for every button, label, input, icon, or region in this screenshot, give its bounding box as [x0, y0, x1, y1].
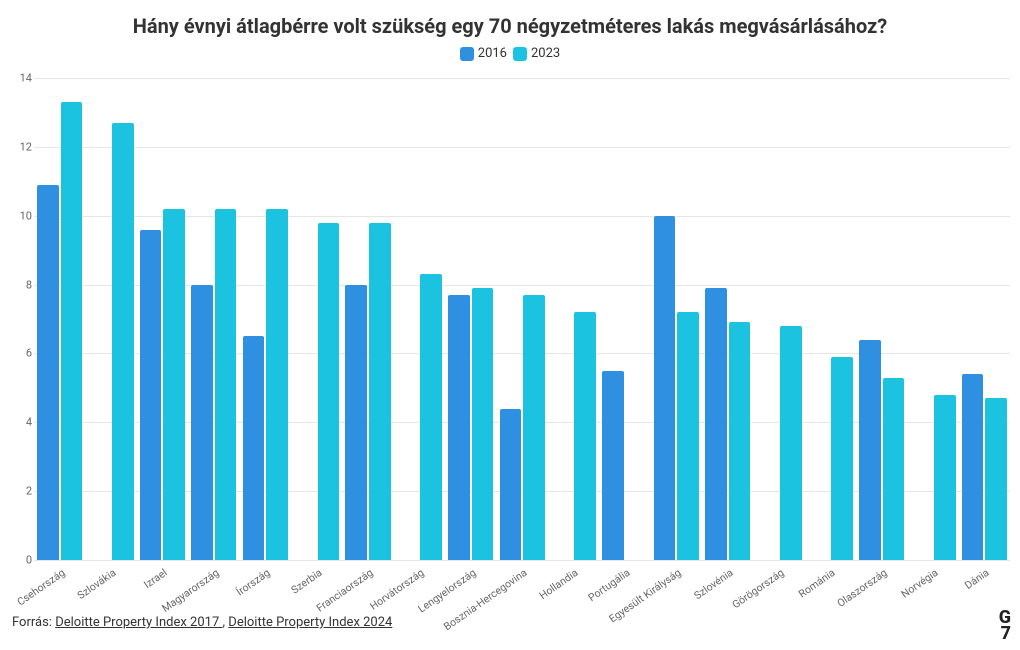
bar — [61, 102, 83, 560]
category-group — [85, 78, 136, 560]
bar — [831, 357, 853, 560]
source-link-1[interactable]: Deloitte Property Index 2017 — [55, 615, 222, 630]
x-tick-label: Románia — [796, 566, 837, 600]
bar — [780, 326, 802, 560]
category-group — [805, 78, 856, 560]
category-group — [959, 78, 1010, 560]
gridline — [34, 560, 1010, 561]
category-group — [240, 78, 291, 560]
x-tick-label: Norvégia — [899, 566, 941, 601]
bar — [602, 371, 624, 560]
bar — [677, 312, 699, 560]
legend-label-2023: 2023 — [531, 46, 560, 61]
bar — [962, 374, 984, 560]
category-group — [548, 78, 599, 560]
x-tick-label: Görögország — [730, 566, 787, 611]
y-tick-label: 4 — [26, 416, 32, 429]
x-tick-label: Dánia — [963, 566, 992, 592]
x-tick-label: Szlovákia — [75, 566, 119, 602]
bar — [500, 409, 522, 560]
y-tick-label: 12 — [20, 140, 32, 153]
category-group — [496, 78, 547, 560]
category-group — [137, 78, 188, 560]
category-group — [753, 78, 804, 560]
bar — [883, 378, 905, 560]
bar — [729, 322, 751, 560]
chart-title: Hány évnyi átlagbérre volt szükség egy 7… — [0, 0, 1020, 38]
x-tick-label: Írország — [234, 566, 273, 598]
bar — [934, 395, 956, 560]
bar — [523, 295, 545, 560]
bar — [215, 209, 237, 560]
bar — [420, 274, 442, 560]
plot-area: 02468101214 CsehországSzlovákiaIzraelMag… — [34, 78, 1010, 560]
bar — [37, 185, 59, 560]
legend-swatch-2023 — [513, 47, 527, 61]
category-group — [394, 78, 445, 560]
x-tick-label: Hollandia — [537, 566, 581, 602]
bar — [191, 285, 213, 560]
bar — [266, 209, 288, 560]
category-group — [599, 78, 650, 560]
category-group — [907, 78, 958, 560]
category-group — [445, 78, 496, 560]
legend-item-2016: 2016 — [460, 46, 507, 61]
y-tick-label: 0 — [26, 554, 32, 567]
x-tick-label: Olaszország — [834, 566, 889, 610]
category-group — [291, 78, 342, 560]
x-tick-label: Magyarország — [159, 566, 221, 615]
bar — [985, 398, 1007, 560]
bar — [369, 223, 391, 560]
bar — [345, 285, 367, 560]
x-tick-label: Szlovénia — [691, 566, 735, 602]
category-group — [342, 78, 393, 560]
category-group — [702, 78, 753, 560]
bar — [318, 223, 340, 560]
source-prefix: Forrás: — [12, 615, 55, 630]
y-tick-label: 14 — [20, 72, 32, 85]
bar — [472, 288, 494, 560]
category-group — [188, 78, 239, 560]
legend-swatch-2016 — [460, 47, 474, 61]
legend-label-2016: 2016 — [478, 46, 507, 61]
logo-line-2: 7 — [999, 626, 1010, 642]
bar — [163, 209, 185, 560]
site-logo: G 7 — [999, 610, 1010, 642]
y-axis: 02468101214 — [6, 78, 32, 560]
legend: 2016 2023 — [0, 46, 1020, 61]
category-group — [856, 78, 907, 560]
bar — [654, 216, 676, 560]
bar — [448, 295, 470, 560]
y-tick-label: 10 — [20, 209, 32, 222]
y-tick-label: 8 — [26, 278, 32, 291]
bar — [112, 123, 134, 560]
bar — [140, 230, 162, 561]
x-tick-label: Szerbia — [288, 566, 324, 597]
bar — [574, 312, 596, 560]
category-group — [651, 78, 702, 560]
y-tick-label: 6 — [26, 347, 32, 360]
source-link-2[interactable]: Deloitte Property Index 2024 — [228, 615, 392, 630]
x-tick-label: Csehország — [14, 566, 67, 608]
x-tick-label: Izrael — [142, 566, 170, 591]
bar — [705, 288, 727, 560]
bars-container — [34, 78, 1010, 560]
source-footer: Forrás: Deloitte Property Index 2017 , D… — [12, 615, 392, 630]
category-group — [34, 78, 85, 560]
bar — [243, 336, 265, 560]
bar — [859, 340, 881, 560]
y-tick-label: 2 — [26, 485, 32, 498]
x-tick-label: Portugália — [585, 566, 632, 604]
legend-item-2023: 2023 — [513, 46, 560, 61]
